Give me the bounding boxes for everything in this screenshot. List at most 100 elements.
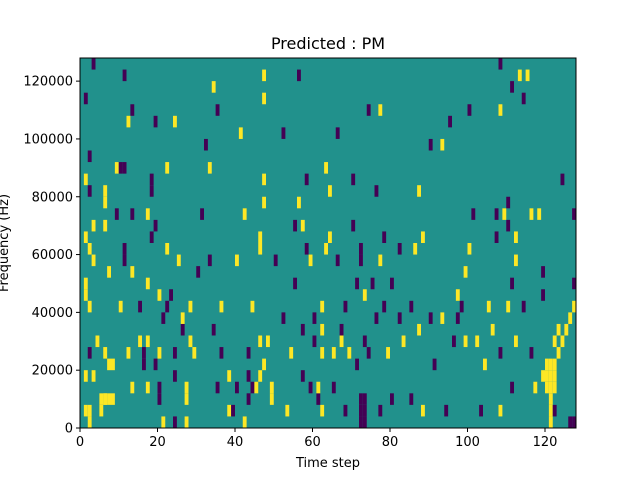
heatmap-cell xyxy=(215,104,220,116)
heatmap-cell xyxy=(149,231,154,243)
heatmap-cell xyxy=(161,416,166,428)
heatmap-cell xyxy=(192,347,197,359)
heatmap-cell xyxy=(428,312,433,324)
heatmap-cell xyxy=(122,243,127,255)
heatmap-cell xyxy=(510,381,514,394)
y-tick-label: 40000 xyxy=(32,306,73,321)
heatmap-cell xyxy=(142,347,146,359)
heatmap-cell xyxy=(510,277,514,290)
heatmap-cell xyxy=(169,289,173,301)
heatmap-cell xyxy=(339,323,344,336)
heatmap-cell xyxy=(161,312,166,324)
heatmap-cell xyxy=(564,323,569,336)
heatmap-cell xyxy=(91,254,96,267)
heatmap-cell xyxy=(343,404,348,417)
heatmap-cell xyxy=(390,277,394,290)
heatmap-cell xyxy=(145,277,150,290)
y-tick-label: 120000 xyxy=(23,75,73,90)
x-tick-label: 20 xyxy=(149,435,166,450)
heatmap-cell xyxy=(432,358,437,371)
heatmap-cell xyxy=(300,370,305,382)
heatmap-cell xyxy=(548,393,553,405)
heatmap-cell xyxy=(378,404,383,417)
heatmap-cell xyxy=(506,300,511,313)
y-tick-label: 100000 xyxy=(23,132,73,147)
heatmap-cell xyxy=(351,219,356,232)
heatmap-cell xyxy=(83,404,88,417)
heatmap-cell xyxy=(324,162,328,174)
heatmap-cell xyxy=(328,185,332,197)
heatmap-cell xyxy=(87,243,92,255)
heatmap-cell xyxy=(157,393,162,405)
heatmap-cell xyxy=(382,300,387,313)
heatmap-cell xyxy=(126,347,131,359)
heatmap-cell xyxy=(572,416,576,428)
heatmap-cell xyxy=(99,393,104,405)
heatmap-cell xyxy=(560,335,565,348)
heatmap-cell xyxy=(452,335,456,348)
heatmap-cell xyxy=(114,208,119,220)
heatmap-cell xyxy=(180,323,185,336)
heatmap-cell xyxy=(138,335,142,348)
heatmap-cell xyxy=(355,277,359,290)
heatmap-cell xyxy=(498,58,503,70)
heatmap-cell xyxy=(122,254,127,267)
heatmap-cell xyxy=(572,277,576,290)
heatmap-cell xyxy=(207,162,212,174)
heatmap-cell xyxy=(366,347,371,359)
heatmap-cell xyxy=(533,381,538,394)
heatmap-cell xyxy=(87,347,92,359)
heatmap-cell xyxy=(308,254,313,267)
heatmap-cell xyxy=(397,243,402,255)
heatmap-cell xyxy=(448,115,452,128)
heatmap-cell xyxy=(320,404,325,417)
heatmap-cell xyxy=(409,393,414,405)
heatmap-cell xyxy=(362,335,367,348)
heatmap-cell xyxy=(521,92,526,105)
heatmap-cell xyxy=(320,347,325,359)
heatmap-cell xyxy=(130,266,135,278)
heatmap-cell xyxy=(188,335,193,348)
heatmap-cell xyxy=(514,335,518,348)
heatmap-cell xyxy=(428,138,433,151)
heatmap-cell xyxy=(281,127,286,139)
x-axis-label: Time step xyxy=(295,456,360,471)
heatmap-cell xyxy=(517,69,522,82)
heatmap-cell xyxy=(200,208,204,220)
heatmap-cell xyxy=(87,300,92,313)
heatmap-cell xyxy=(529,208,534,220)
heatmap-cell xyxy=(370,277,375,290)
heatmap-cell xyxy=(374,312,379,324)
heatmap-cell xyxy=(467,104,472,116)
heatmap-cell xyxy=(548,416,553,428)
heatmap-cell xyxy=(455,289,460,301)
heatmap-cell xyxy=(440,138,445,151)
x-tick-label: 40 xyxy=(227,435,244,450)
heatmap-cell xyxy=(359,404,363,417)
heatmap-cell xyxy=(87,404,92,417)
heatmap-cell xyxy=(130,381,135,394)
heatmap-cell xyxy=(300,323,305,336)
heatmap-cell xyxy=(556,347,561,359)
heatmap-cell xyxy=(83,370,88,382)
y-tick-label: 60000 xyxy=(32,248,73,263)
heatmap-cell xyxy=(180,312,185,324)
heatmap-cell xyxy=(510,81,514,93)
heatmap-cell xyxy=(343,300,348,313)
heatmap-cell xyxy=(479,404,483,417)
heatmap-cell xyxy=(471,208,476,220)
heatmap-cell xyxy=(304,173,309,186)
heatmap-cell xyxy=(149,185,154,197)
heatmap-cell xyxy=(95,335,100,348)
heatmap-cell xyxy=(99,404,104,417)
heatmap-cell xyxy=(335,127,340,139)
heatmap-cell xyxy=(514,254,518,267)
heatmap-cell xyxy=(254,381,259,394)
heatmap-cell xyxy=(285,404,290,417)
heatmap-cell xyxy=(541,370,545,382)
heatmap-cell xyxy=(312,335,317,348)
heatmap-cell xyxy=(235,254,239,267)
heatmap-cell xyxy=(111,358,115,371)
heatmap-cell xyxy=(378,104,383,116)
heatmap-cell xyxy=(103,393,108,405)
